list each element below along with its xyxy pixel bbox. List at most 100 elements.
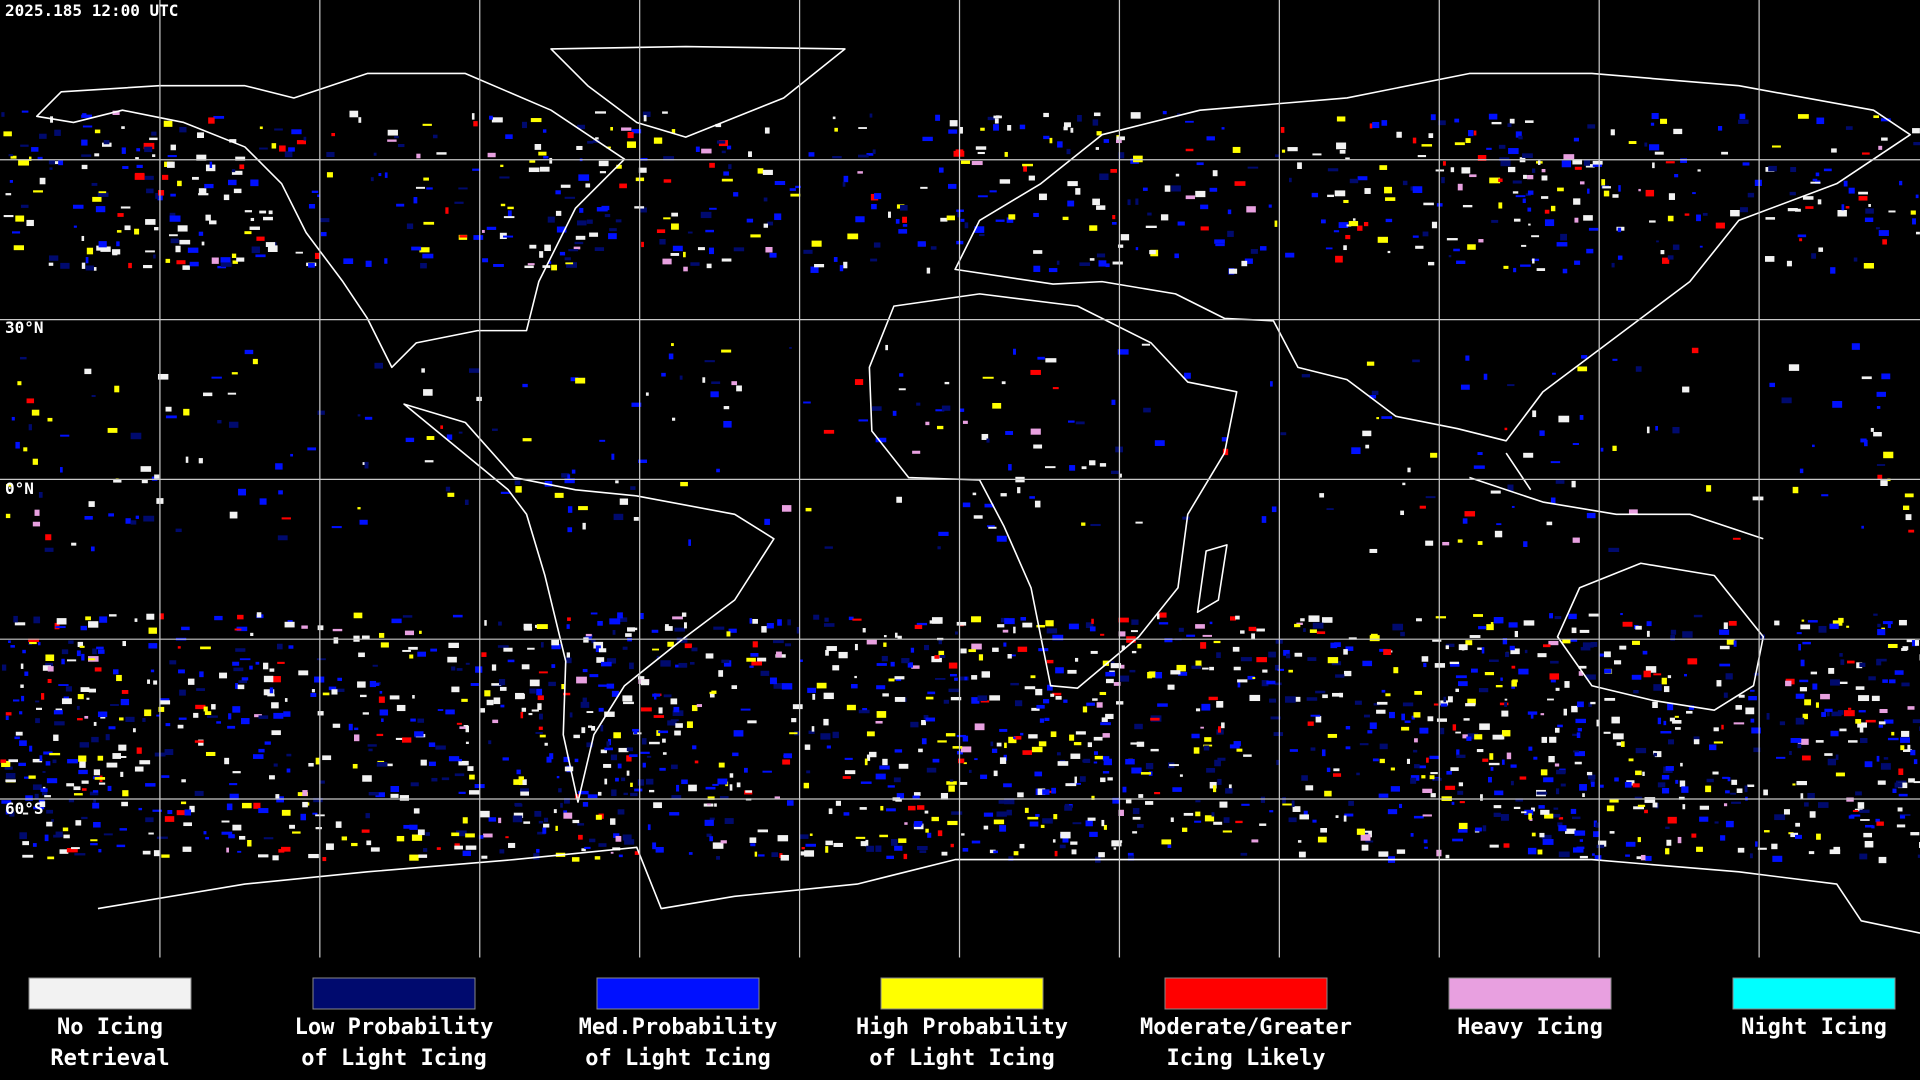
icing-pixel	[726, 145, 732, 150]
icing-pixel	[518, 776, 524, 781]
icing-pixel	[529, 160, 536, 163]
icing-pixel	[757, 657, 767, 662]
icing-pixel	[1339, 150, 1346, 154]
icing-pixel	[1100, 722, 1111, 726]
icing-pixel	[1277, 668, 1285, 671]
legend-swatch	[880, 977, 1044, 1010]
icing-pixel	[1716, 680, 1722, 687]
icing-pixel	[358, 117, 362, 123]
icing-pixel	[167, 810, 173, 815]
icing-pixel	[58, 160, 64, 166]
icing-pixel	[1670, 629, 1677, 635]
icing-pixel	[1661, 774, 1670, 780]
icing-pixel	[1233, 741, 1241, 747]
icing-pixel	[671, 795, 682, 799]
icing-pixel	[1860, 819, 1870, 821]
icing-pixel	[1505, 652, 1510, 658]
icing-pixel	[869, 113, 873, 118]
icing-pixel	[1017, 487, 1021, 494]
icing-pixel	[835, 800, 841, 806]
icing-pixel	[1593, 831, 1600, 838]
icing-pixel	[606, 658, 617, 664]
icing-pixel	[1185, 195, 1195, 200]
icing-pixel	[90, 843, 98, 846]
icing-pixel	[728, 628, 737, 633]
icing-pixel	[62, 827, 69, 832]
icing-pixel	[709, 693, 715, 698]
icing-pixel	[534, 144, 542, 150]
icing-pixel	[1501, 730, 1511, 737]
icing-pixel	[799, 659, 803, 662]
icing-pixel	[920, 186, 928, 189]
icing-pixel	[538, 820, 544, 824]
icing-pixel	[467, 766, 474, 771]
icing-pixel	[354, 727, 359, 731]
icing-pixel	[241, 677, 249, 681]
icing-pixel	[1802, 713, 1808, 720]
icing-pixel	[642, 738, 647, 745]
icing-pixel	[1558, 817, 1564, 820]
legend-swatch	[1732, 977, 1896, 1010]
icing-pixel	[783, 753, 793, 759]
icing-pixel	[15, 441, 20, 449]
icing-pixel	[249, 665, 253, 670]
icing-pixel	[1719, 629, 1730, 635]
icing-pixel	[999, 728, 1008, 732]
icing-pixel	[1880, 118, 1891, 122]
icing-pixel	[630, 792, 638, 797]
icing-pixel	[1754, 179, 1762, 187]
icing-pixel	[1315, 715, 1322, 723]
icing-pixel	[653, 137, 663, 144]
icing-pixel	[1541, 834, 1552, 840]
icing-pixel	[1870, 427, 1874, 432]
icing-pixel	[1250, 249, 1258, 254]
icing-pixel	[1617, 255, 1623, 260]
icing-pixel	[662, 752, 667, 755]
icing-pixel	[875, 845, 882, 852]
icing-pixel	[1185, 148, 1194, 152]
icing-pixel	[1456, 754, 1466, 758]
icing-pixel	[84, 368, 92, 375]
icing-pixel	[85, 265, 94, 271]
icing-pixel	[962, 420, 968, 424]
icing-pixel	[1438, 120, 1446, 126]
icing-pixel	[577, 124, 586, 130]
icing-pixel	[88, 501, 95, 507]
icing-pixel	[192, 176, 199, 180]
icing-pixel	[269, 775, 275, 780]
icing-pixel	[1008, 736, 1017, 744]
icing-pixel	[1362, 660, 1373, 667]
icing-pixel	[233, 188, 242, 194]
icing-pixel	[811, 726, 815, 732]
icing-pixel	[1610, 129, 1615, 136]
icing-pixel	[1538, 805, 1545, 809]
icing-pixel	[690, 262, 700, 266]
icing-pixel	[1348, 800, 1354, 806]
icing-pixel	[1799, 468, 1804, 474]
icing-pixel	[1572, 816, 1581, 820]
icing-pixel	[858, 127, 867, 129]
icing-pixel	[387, 139, 397, 142]
icing-pixel	[469, 774, 475, 780]
icing-pixel	[1570, 808, 1577, 814]
icing-pixel	[228, 713, 232, 720]
icing-pixel	[484, 690, 491, 697]
icing-pixel	[1112, 261, 1123, 265]
icing-pixel	[694, 760, 699, 764]
icing-pixel	[752, 618, 758, 624]
icing-pixel	[538, 671, 548, 674]
icing-pixel	[1585, 164, 1595, 168]
icing-pixel	[1910, 832, 1920, 836]
icing-pixel	[641, 241, 644, 248]
icing-pixel	[302, 790, 308, 797]
icing-pixel	[1848, 187, 1855, 194]
icing-pixel	[1443, 696, 1447, 703]
icing-pixel	[996, 742, 1002, 747]
icing-pixel	[828, 808, 833, 815]
icing-pixel	[1132, 831, 1138, 834]
icing-pixel	[1099, 463, 1107, 467]
icing-pixel	[975, 146, 987, 150]
icing-pixel	[423, 177, 429, 181]
icing-pixel	[1038, 193, 1047, 201]
icing-pixel	[1315, 690, 1326, 694]
